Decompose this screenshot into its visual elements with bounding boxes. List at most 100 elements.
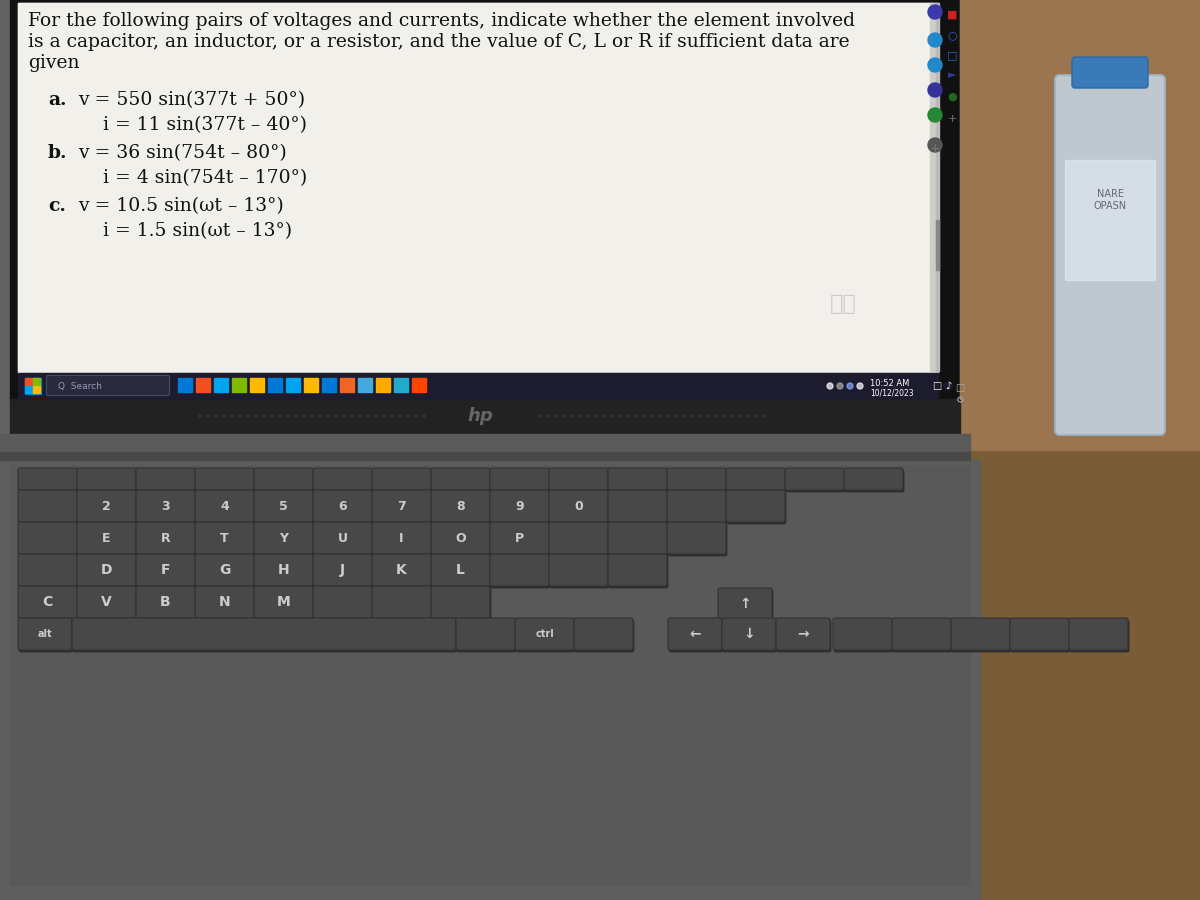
Bar (930, 3, 938, 371)
Bar (25, 378, 32, 385)
FancyBboxPatch shape (196, 524, 256, 556)
Circle shape (746, 415, 749, 418)
FancyBboxPatch shape (313, 586, 372, 618)
Bar (960, 0, 1200, 450)
Text: P: P (515, 532, 524, 544)
FancyBboxPatch shape (373, 524, 432, 556)
Circle shape (554, 415, 557, 418)
Bar (0, 452, 970, 460)
Circle shape (247, 415, 250, 418)
Circle shape (595, 415, 598, 418)
Circle shape (626, 415, 629, 418)
FancyBboxPatch shape (373, 556, 432, 588)
Text: D: D (101, 563, 113, 577)
Text: c.: c. (48, 197, 66, 215)
Bar (304, 378, 318, 392)
FancyBboxPatch shape (490, 490, 550, 522)
FancyBboxPatch shape (667, 468, 726, 490)
FancyBboxPatch shape (73, 620, 457, 652)
Circle shape (838, 383, 842, 389)
FancyBboxPatch shape (256, 470, 314, 492)
Circle shape (326, 415, 329, 418)
Circle shape (302, 415, 305, 418)
Circle shape (422, 415, 425, 418)
Text: C: C (42, 595, 53, 609)
FancyBboxPatch shape (668, 470, 727, 492)
Text: G: G (218, 563, 230, 577)
Bar (178, 378, 192, 392)
Bar (286, 378, 300, 392)
Circle shape (847, 383, 853, 389)
FancyBboxPatch shape (833, 618, 892, 650)
FancyBboxPatch shape (515, 618, 574, 650)
Bar (18, 373, 938, 399)
FancyBboxPatch shape (668, 524, 727, 556)
Text: a.: a. (48, 91, 66, 109)
FancyBboxPatch shape (314, 588, 373, 620)
Circle shape (319, 415, 322, 418)
FancyBboxPatch shape (136, 490, 194, 522)
Text: Q  Search: Q Search (58, 382, 102, 391)
FancyBboxPatch shape (19, 524, 78, 556)
Circle shape (278, 415, 281, 418)
Text: 10:52 AM: 10:52 AM (870, 379, 910, 388)
Text: T: T (220, 532, 229, 544)
FancyBboxPatch shape (491, 524, 550, 556)
Circle shape (539, 415, 541, 418)
Text: i = 4 sin(754t – 170°): i = 4 sin(754t – 170°) (103, 169, 307, 187)
FancyBboxPatch shape (256, 492, 314, 524)
Bar (340, 378, 354, 392)
Circle shape (928, 58, 942, 72)
Bar (0, 460, 980, 900)
FancyBboxPatch shape (136, 554, 194, 586)
FancyBboxPatch shape (610, 492, 668, 524)
FancyBboxPatch shape (722, 620, 778, 652)
FancyBboxPatch shape (78, 524, 137, 556)
FancyBboxPatch shape (1010, 618, 1069, 650)
FancyBboxPatch shape (727, 470, 786, 492)
Circle shape (263, 415, 265, 418)
FancyBboxPatch shape (373, 588, 432, 620)
FancyBboxPatch shape (490, 522, 550, 554)
Circle shape (587, 415, 589, 418)
FancyBboxPatch shape (19, 588, 78, 620)
Circle shape (547, 415, 550, 418)
Text: ⚙: ⚙ (955, 395, 964, 405)
FancyBboxPatch shape (77, 554, 136, 586)
Circle shape (343, 415, 346, 418)
Circle shape (659, 415, 661, 418)
FancyBboxPatch shape (610, 470, 668, 492)
Circle shape (602, 415, 605, 418)
Text: ↓: ↓ (743, 627, 755, 641)
Text: 10/12/2023: 10/12/2023 (870, 388, 913, 397)
Bar (196, 378, 210, 392)
FancyBboxPatch shape (432, 492, 491, 524)
FancyBboxPatch shape (952, 618, 1010, 650)
Text: +: + (930, 141, 941, 155)
FancyBboxPatch shape (136, 468, 194, 490)
FancyBboxPatch shape (372, 554, 431, 586)
FancyBboxPatch shape (490, 554, 550, 586)
Circle shape (731, 415, 733, 418)
Text: 6: 6 (338, 500, 347, 512)
FancyBboxPatch shape (490, 468, 550, 490)
Text: F: F (161, 563, 170, 577)
FancyBboxPatch shape (722, 618, 776, 650)
Text: 7: 7 (397, 500, 406, 512)
FancyBboxPatch shape (892, 618, 952, 650)
FancyBboxPatch shape (550, 470, 610, 492)
FancyBboxPatch shape (608, 522, 667, 554)
Text: L: L (456, 563, 464, 577)
FancyBboxPatch shape (314, 470, 373, 492)
FancyBboxPatch shape (610, 556, 668, 588)
FancyBboxPatch shape (667, 490, 726, 522)
Circle shape (643, 415, 646, 418)
Bar (10, 399, 960, 434)
FancyBboxPatch shape (194, 554, 254, 586)
FancyBboxPatch shape (431, 468, 490, 490)
Bar (960, 0, 1200, 900)
FancyBboxPatch shape (550, 556, 610, 588)
FancyBboxPatch shape (136, 522, 194, 554)
FancyBboxPatch shape (194, 490, 254, 522)
FancyBboxPatch shape (137, 556, 196, 588)
